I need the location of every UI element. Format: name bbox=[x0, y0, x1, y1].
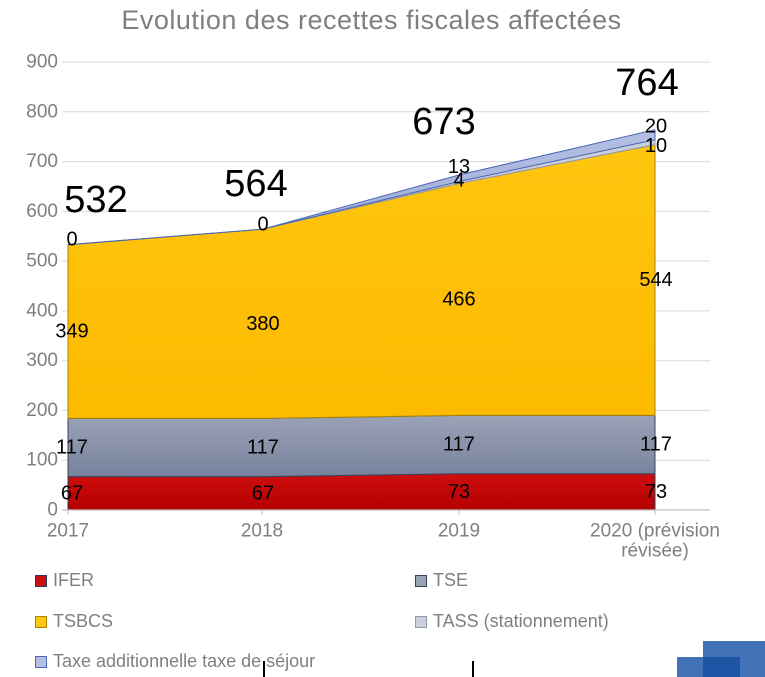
y-tick-label: 300 bbox=[26, 350, 58, 371]
legend-label-ifer: IFER bbox=[53, 570, 95, 590]
legend-swatch-ifer bbox=[35, 574, 47, 587]
legend-label-tsbcs: TSBCS bbox=[53, 611, 114, 631]
y-tick-label: 600 bbox=[26, 201, 58, 222]
legend-item-ifer: IFER bbox=[35, 570, 94, 591]
legend-item-tass: TASS (stationnement) bbox=[415, 611, 609, 632]
total-label: 673 bbox=[412, 101, 475, 143]
legend-swatch-tass bbox=[415, 615, 427, 628]
data-label-series-0: 73 bbox=[448, 481, 470, 503]
crop-mark bbox=[263, 661, 265, 677]
data-label-series-0: 73 bbox=[645, 481, 667, 503]
data-label-series-2: 380 bbox=[246, 313, 279, 335]
y-tick-label: 400 bbox=[26, 300, 58, 321]
data-label-series-1: 117 bbox=[247, 437, 279, 459]
crop-mark bbox=[472, 661, 474, 677]
legend-label-taxe-additionnelle: Taxe additionnelle taxe de séjour bbox=[53, 651, 316, 671]
y-tick-label: 500 bbox=[26, 251, 58, 272]
area-series-0 bbox=[67, 473, 656, 511]
y-tick-label: 800 bbox=[26, 101, 58, 122]
legend-swatch-tsbcs bbox=[35, 615, 47, 628]
legend-item-tsbcs: TSBCS bbox=[35, 611, 113, 632]
data-label-series-1: 117 bbox=[443, 434, 475, 456]
legend-swatch-taxe-additionnelle bbox=[35, 655, 47, 668]
legend-label-tse: TSE bbox=[433, 570, 469, 590]
y-tick-label: 200 bbox=[26, 400, 58, 421]
data-label-series-3: 10 bbox=[645, 135, 667, 157]
total-label: 764 bbox=[615, 62, 678, 104]
area-series-2 bbox=[67, 144, 656, 419]
data-label-series-4: 13 bbox=[448, 156, 470, 178]
x-tick-label: 2020 (prévision bbox=[590, 521, 720, 542]
data-label-series-4: 0 bbox=[257, 213, 268, 235]
y-tick-label: 900 bbox=[26, 52, 58, 73]
data-label-series-4: 20 bbox=[645, 116, 667, 138]
legend-item-taxe-additionnelle: Taxe additionnelle taxe de séjour bbox=[35, 651, 315, 672]
area-series-1 bbox=[67, 414, 656, 478]
data-label-series-2: 466 bbox=[442, 288, 475, 310]
total-label: 532 bbox=[64, 179, 127, 221]
data-label-series-3: 4 bbox=[453, 170, 464, 192]
legend-swatch-tse bbox=[415, 574, 427, 587]
area-series-4 bbox=[67, 129, 656, 246]
chart-title: Evolution des recettes fiscales affectée… bbox=[121, 5, 622, 35]
data-label-series-0: 67 bbox=[252, 482, 274, 504]
x-tick-label: 2019 bbox=[438, 521, 480, 542]
y-tick-label: 100 bbox=[26, 450, 58, 471]
data-label-series-4: 0 bbox=[66, 229, 77, 251]
data-label-series-1: 117 bbox=[640, 434, 672, 456]
logo-square-overlap bbox=[703, 657, 740, 677]
legend-label-tass: TASS (stationnement) bbox=[433, 611, 609, 631]
data-label-series-2: 544 bbox=[639, 269, 672, 291]
legend-item-tse: TSE bbox=[415, 570, 468, 591]
x-tick-label: révisée) bbox=[621, 541, 689, 562]
total-label: 564 bbox=[224, 163, 287, 205]
x-tick-label: 2018 bbox=[241, 521, 283, 542]
data-label-series-1: 117 bbox=[56, 437, 88, 459]
y-tick-label: 0 bbox=[47, 500, 58, 521]
data-label-series-2: 349 bbox=[55, 321, 88, 343]
data-label-series-0: 67 bbox=[61, 482, 83, 504]
x-tick-label: 2017 bbox=[47, 521, 89, 542]
logo-square-small bbox=[677, 657, 703, 677]
y-tick-label: 700 bbox=[26, 151, 58, 172]
